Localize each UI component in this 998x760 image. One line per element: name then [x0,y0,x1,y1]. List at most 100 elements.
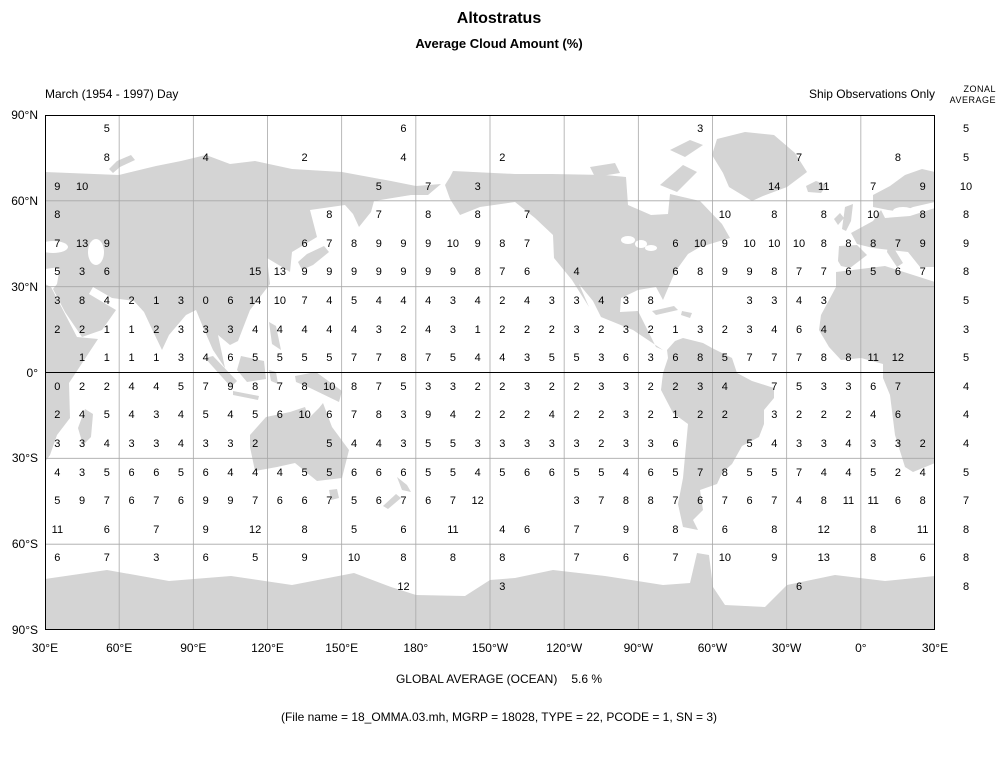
grid-value: 6 [672,266,679,279]
grid-value: 8 [647,495,654,508]
grid-value: 4 [103,438,110,451]
grid-value: 8 [449,552,456,565]
grid-value: 6 [202,466,209,479]
grid-value: 6 [400,523,407,536]
grid-value: 15 [249,266,262,279]
grid-value: 8 [845,352,852,365]
landmass-novaya-zemlya [109,155,135,173]
grid-value: 3 [598,352,605,365]
grid-value: 7 [672,552,679,565]
grid-value: 3 [177,323,185,336]
grid-value: 7 [103,552,110,565]
grid-value: 4 [499,523,506,536]
grid-value: 7 [524,209,531,222]
grid-value: 6 [894,409,901,422]
grid-value: 5 [548,352,555,365]
grid-value: 4 [202,352,209,365]
grid-value: 3 [449,294,456,307]
grid-value: 1 [128,352,135,365]
grid-value: 10 [323,380,336,393]
landmass-victoria-island [590,163,620,177]
grid-value: 11 [916,523,929,536]
grid-value: 8 [301,380,308,393]
grid-value: 6 [795,581,803,594]
grid-value: 5 [870,466,877,479]
grid-value: 6 [227,352,234,365]
source-label: Ship Observations Only [808,87,935,101]
grid-value: 6 [894,495,901,508]
grid-value: 6 [425,495,432,508]
grid-value: 6 [350,466,358,479]
grid-value: 4 [54,466,61,479]
landmass-cuba [652,306,678,315]
grid-value: 8 [771,523,778,536]
grid-value: 7 [350,352,358,365]
grid-value: 1 [474,323,481,336]
grid-value: 3 [746,323,753,336]
landmass-madagascar [78,409,93,445]
grid-value: 2 [103,380,110,393]
grid-value: 2 [474,409,481,422]
grid-value: 7 [894,380,901,393]
grid-value: 4 [252,323,259,336]
zonal-average-value: 8 [962,581,970,594]
grid-value: 2 [252,438,259,451]
grid-value: 3 [227,438,234,451]
grid-value: 3 [449,323,456,336]
grid-value: 9 [79,495,86,508]
grid-value: 1 [103,323,110,336]
grid-value: 6 [894,266,901,279]
landmass-scandinavia [873,169,935,212]
great-lake-1 [621,236,635,244]
grid-value: 4 [548,409,555,422]
grid-value: 5 [425,466,432,479]
grid-value: 7 [894,237,901,250]
plot-frame [45,115,935,630]
zonal-average-value: 4 [962,409,970,422]
grid-value: 8 [103,151,110,164]
grid-value: 3 [54,294,61,307]
grid-value: 9 [919,180,926,193]
grid-value: 6 [870,380,877,393]
grid-value: 3 [771,409,778,422]
grid-value: 2 [795,409,803,422]
grid-value: 5 [598,466,605,479]
grid-value: 3 [622,323,630,336]
grid-value: 6 [153,466,160,479]
grid-value: 6 [622,552,630,565]
grid-value: 7 [449,495,456,508]
grid-value: 7 [771,380,778,393]
grid-value: 7 [103,495,110,508]
black-sea [45,241,68,253]
grid-value: 6 [524,466,531,479]
grid-value: 7 [153,495,160,508]
grid-value: 9 [202,523,209,536]
grid-value: 2 [524,409,531,422]
grid-value: 7 [573,552,580,565]
grid-value: 9 [400,237,407,250]
grid-value: 8 [474,266,481,279]
grid-value: 4 [474,466,481,479]
grid-value: 3 [622,380,630,393]
grid-value: 3 [573,495,580,508]
landmass-sulawesi [269,370,278,384]
grid-value: 5 [400,380,407,393]
grid-value: 4 [499,352,506,365]
grid-value: 7 [795,352,803,365]
grid-value: 6 [276,495,283,508]
grid-value: 3 [845,380,852,393]
grid-value: 6 [177,495,185,508]
grid-value: 5 [870,266,877,279]
grid-value: 3 [177,294,185,307]
grid-value: 4 [350,323,358,336]
grid-value: 7 [252,495,259,508]
lon-tick-label: 60°W [697,641,728,655]
grid-value: 4 [820,466,827,479]
grid-value: 6 [276,409,283,422]
grid-value: 5 [425,438,432,451]
grid-value: 3 [400,409,407,422]
global-average-value: 5.6 % [571,672,603,686]
grid-value: 3 [400,438,407,451]
grid-value: 7 [795,151,803,164]
grid-value: 6 [622,352,630,365]
